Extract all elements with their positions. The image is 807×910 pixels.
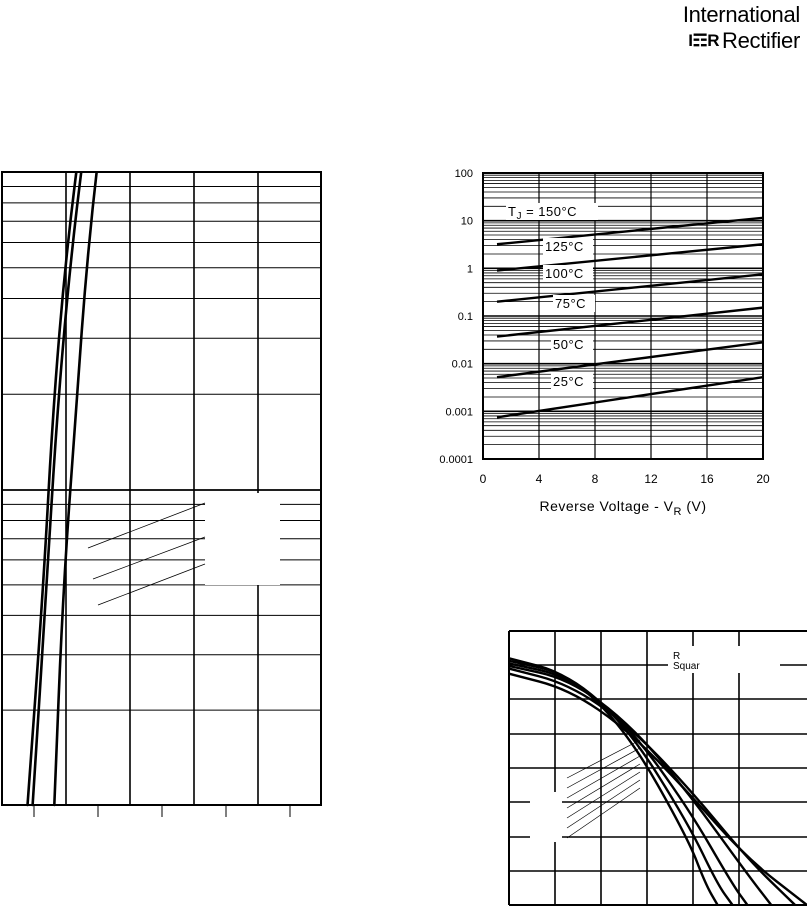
left-chart-legend-panel — [205, 493, 280, 585]
reverse-chart-series-5 — [496, 341, 764, 379]
reverse-chart-label-bg — [553, 295, 595, 312]
bottom-chart-series-4 — [508, 662, 749, 906]
reverse-chart-label-bg — [543, 265, 593, 282]
bottom-chart-series-6 — [508, 657, 719, 906]
reverse-chart-series-label: 100°C — [545, 266, 584, 281]
brand-line2: I☶R Rectifier — [688, 28, 800, 54]
reverse-chart-label-bg — [506, 203, 598, 220]
reverse-chart-series-label: 25°C — [553, 374, 584, 389]
reverse-chart-series-label: 75°C — [555, 296, 586, 311]
reverse-chart-series-3 — [496, 273, 764, 303]
left-chart-series-1 — [26, 0, 107, 807]
reverse-chart-ytick-label: 1 — [467, 263, 473, 275]
reverse-chart-label-bg — [551, 336, 593, 353]
reverse-chart-series-label: TJ = 150°C — [508, 204, 577, 222]
reverse-chart-ytick-label: 10 — [461, 216, 473, 228]
reverse-chart-xtick-label: 4 — [536, 472, 543, 486]
reverse-chart-xtick-label: 16 — [700, 472, 714, 486]
reverse-chart-label-bg — [551, 373, 593, 390]
bottom-chart-leader — [566, 771, 641, 819]
reverse-chart-ytick-label: 0.01 — [452, 359, 473, 371]
left-chart-leader — [87, 502, 206, 549]
brand-logo: International I☶R Rectifier — [664, 2, 804, 58]
bottom-chart-legend-panel — [530, 792, 562, 842]
brand-mark: I☶R — [688, 31, 719, 50]
reverse-chart-xtick-label: 12 — [644, 472, 658, 486]
bottom-chart-series-1 — [508, 672, 807, 906]
reverse-chart-series-1 — [496, 216, 764, 246]
reverse-chart-ytick-label: 0.1 — [458, 311, 473, 323]
left-chart — [0, 0, 330, 817]
reverse-chart-xtick-label: 0 — [480, 472, 487, 486]
reverse-chart-xlabel: Reverse Voltage - VR (V) — [539, 498, 706, 518]
reverse-chart-series-2 — [496, 243, 764, 272]
reverse-chart-frame — [482, 172, 764, 460]
bottom-chart-series-5 — [508, 659, 734, 906]
bottom-chart-leader — [566, 747, 641, 789]
left-chart-mask-top — [0, 0, 330, 171]
bottom-chart-leader — [566, 755, 641, 799]
bottom-chart-label-panel — [668, 646, 780, 673]
reverse-chart-series-label: 50°C — [553, 337, 584, 352]
reverse-chart: 0 4 8 12 16 20 100 10 1 0.1 0.01 0.001 0.0001 Reverse… — [439, 168, 770, 518]
bottom-chart-series-3 — [508, 664, 773, 906]
left-chart-leader — [92, 536, 206, 580]
reverse-chart-ytick-label: 0.0001 — [439, 454, 473, 466]
reverse-chart-xtick-label: 20 — [756, 472, 770, 486]
bottom-chart-series-2 — [508, 667, 796, 906]
reverse-chart-label-bg — [543, 238, 593, 255]
bottom-chart-leader — [566, 739, 641, 779]
bottom-chart-text-label: R — [673, 651, 680, 662]
brand-word: Rectifier — [722, 28, 800, 53]
reverse-chart-ytick-label: 0.001 — [445, 406, 473, 418]
reverse-chart-series-4 — [496, 306, 764, 338]
bottom-chart-leader — [566, 779, 641, 829]
bottom-chart-text-label: Squar — [673, 661, 700, 672]
bottom-chart-leader — [566, 787, 641, 839]
reverse-chart-xtick-label: 8 — [592, 472, 599, 486]
left-chart-leader — [97, 563, 206, 606]
reverse-chart-series-6 — [496, 376, 764, 419]
brand-line1: International — [682, 2, 800, 27]
reverse-chart-ytick-label: 100 — [455, 168, 473, 180]
left-chart-series-2 — [31, 0, 109, 807]
reverse-chart-series-label: 125°C — [545, 239, 584, 254]
bottom-chart-leader — [566, 763, 641, 809]
